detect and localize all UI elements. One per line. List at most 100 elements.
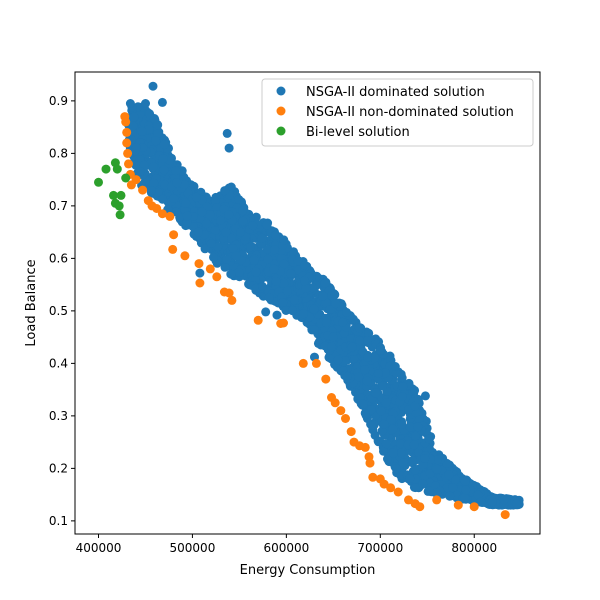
non-dominated-point xyxy=(346,427,356,437)
non-dominated-point xyxy=(386,483,396,493)
dominated-point xyxy=(460,493,470,503)
dominated-point xyxy=(238,206,247,216)
dominated-point xyxy=(370,353,380,363)
non-dominated-point xyxy=(165,211,175,221)
plot-frame xyxy=(74,71,541,535)
non-dominated-point xyxy=(360,442,370,452)
dominated-point xyxy=(371,388,381,398)
non-dominated-point xyxy=(253,315,263,325)
dominated-point xyxy=(364,328,374,338)
y-tick-label: 0.5 xyxy=(49,304,68,318)
non-dominated-point xyxy=(368,472,378,482)
x-tick-label: 600000 xyxy=(263,541,309,555)
dominated-point xyxy=(432,455,442,465)
bi-level-point xyxy=(114,201,124,211)
dominated-point xyxy=(301,283,311,293)
dominated-point xyxy=(448,483,458,493)
non-dominated-point xyxy=(404,495,413,505)
dominated-point xyxy=(330,290,340,300)
dominated-point xyxy=(220,262,230,272)
dominated-point xyxy=(512,499,521,509)
non-dominated-point xyxy=(432,495,442,505)
dominated-point xyxy=(153,187,163,197)
dominated-point xyxy=(249,255,259,265)
dominated-point xyxy=(355,336,365,346)
dominated-point xyxy=(388,424,398,434)
non-dominated-point xyxy=(122,127,132,137)
dominated-point xyxy=(451,475,460,485)
bi-level-point xyxy=(101,164,111,174)
dominated-point xyxy=(201,219,211,229)
non-dominated-point xyxy=(152,204,162,213)
legend-label: Bi-level solution xyxy=(306,125,410,140)
non-dominated-point xyxy=(124,159,133,169)
dominated-point xyxy=(331,299,341,309)
dominated-point xyxy=(360,365,370,375)
dominated-point xyxy=(367,405,376,415)
dominated-point xyxy=(222,255,232,264)
dominated-point xyxy=(148,81,158,91)
dominated-point xyxy=(461,485,471,495)
non-dominated-point xyxy=(469,502,479,512)
dominated-point xyxy=(380,368,390,378)
non-dominated-point xyxy=(212,272,222,282)
non-dominated-point xyxy=(169,230,179,240)
dominated-point xyxy=(460,476,470,486)
dominated-point xyxy=(191,192,201,202)
series-dominated xyxy=(124,81,524,510)
dominated-point xyxy=(210,226,220,235)
dominated-point xyxy=(148,162,158,172)
dominated-point xyxy=(261,307,271,317)
dominated-point xyxy=(358,399,368,409)
y-tick-label: 0.4 xyxy=(49,356,68,370)
dominated-point xyxy=(197,207,207,217)
x-axis: 400000 500000 600000 700000 800000 xyxy=(76,534,497,555)
non-dominated-point xyxy=(224,288,234,298)
dominated-point xyxy=(171,207,181,217)
dominated-point xyxy=(222,128,232,138)
series-bi-level xyxy=(94,158,131,220)
y-tick-label: 0.7 xyxy=(49,199,68,213)
dominated-point xyxy=(340,356,350,366)
dominated-point xyxy=(373,369,383,378)
dominated-point xyxy=(333,355,343,365)
dominated-point xyxy=(420,391,430,401)
y-tick-label: 0.8 xyxy=(49,146,68,160)
dominated-point xyxy=(182,211,192,221)
dominated-point xyxy=(320,278,330,288)
dominated-point xyxy=(269,264,279,274)
dominated-point xyxy=(390,362,400,371)
dominated-point xyxy=(137,126,147,136)
dominated-point xyxy=(251,267,261,277)
dominated-point xyxy=(226,182,236,192)
x-axis-label: Energy Consumption xyxy=(240,563,376,578)
dominated-point xyxy=(363,335,373,345)
dominated-point xyxy=(409,440,419,450)
bi-level-point xyxy=(109,190,118,200)
dominated-point xyxy=(299,309,308,319)
non-dominated-point xyxy=(311,358,321,368)
dominated-point xyxy=(279,278,289,288)
dominated-point xyxy=(209,252,218,262)
dominated-point xyxy=(279,259,289,269)
dominated-point xyxy=(338,317,348,327)
dominated-point xyxy=(286,269,296,278)
dominated-point xyxy=(473,490,483,500)
dominated-point xyxy=(248,221,258,231)
dominated-point xyxy=(144,124,154,134)
dominated-point xyxy=(318,291,328,301)
dominated-point xyxy=(216,215,226,225)
dominated-point xyxy=(159,165,169,175)
series-non-dominated xyxy=(120,112,510,520)
dominated-point xyxy=(410,385,420,395)
dominated-point xyxy=(224,210,234,220)
dominated-point xyxy=(347,342,357,352)
non-dominated-point xyxy=(194,259,204,269)
dominated-point xyxy=(282,286,292,296)
dominated-point xyxy=(258,282,267,291)
dominated-point xyxy=(424,486,434,496)
dominated-point xyxy=(129,112,139,122)
dominated-point xyxy=(321,318,331,328)
dominated-point xyxy=(238,216,248,226)
dominated-point xyxy=(381,398,391,408)
